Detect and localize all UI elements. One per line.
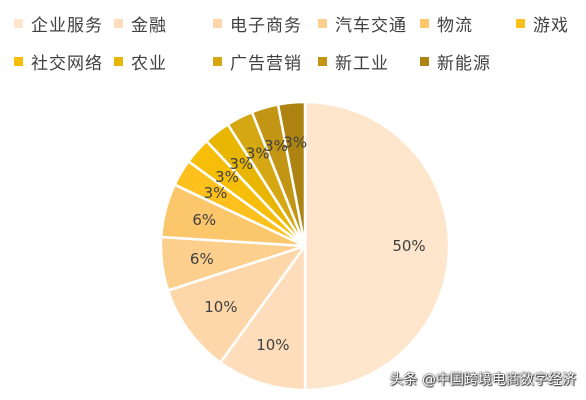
legend-swatch: [114, 56, 123, 66]
legend-swatch: [318, 18, 327, 28]
slice-data-label: 3%: [204, 184, 228, 202]
slice-data-label: 50%: [392, 237, 425, 255]
chart-legend: 企业服务 金融 电子商务 汽车交通 物流 游戏社交网络 农业 广告营销 新工业 新能源: [0, 0, 586, 90]
watermark: 头条 @中国跨境电商数字经济: [389, 372, 576, 388]
legend-label: 新工业: [335, 53, 389, 74]
legend-label: 企业服务: [31, 15, 103, 36]
legend-item: 金融: [114, 10, 167, 36]
legend-swatch: [14, 18, 23, 28]
legend-item: 电子商务: [213, 10, 302, 36]
legend-item: 农业: [114, 48, 167, 74]
pie-slice: [166, 244, 307, 364]
slice-data-label: 10%: [256, 336, 289, 354]
legend-label: 物流: [437, 15, 473, 36]
legend-swatch: [213, 18, 222, 28]
pie-slice: [276, 100, 307, 248]
legend-label: 金融: [131, 15, 167, 36]
legend-swatch: [14, 56, 23, 66]
legend-item: 广告营销: [213, 48, 302, 74]
legend-item: 社交网络: [14, 48, 103, 74]
pie-slice: [303, 100, 451, 392]
legend-swatch: [420, 18, 429, 28]
legend-label: 汽车交通: [335, 15, 407, 36]
legend-swatch: [318, 56, 327, 66]
legend-item: 新能源: [420, 48, 491, 74]
legend-label: 农业: [131, 53, 167, 74]
slice-data-label: 3%: [283, 133, 307, 151]
slice-data-label: 6%: [192, 211, 216, 229]
slice-data-label: 3%: [229, 155, 253, 173]
legend-swatch: [516, 18, 525, 28]
legend-item: 汽车交通: [318, 10, 407, 36]
slice-data-label: 3%: [246, 144, 270, 162]
legend-item: 新工业: [318, 48, 389, 74]
legend-item: 游戏: [516, 10, 569, 36]
legend-swatch: [114, 18, 123, 28]
legend-label: 游戏: [533, 15, 569, 36]
legend-item: 企业服务: [14, 10, 103, 36]
legend-label: 广告营销: [230, 53, 302, 74]
legend-label: 社交网络: [31, 53, 103, 74]
pie-slice: [219, 244, 307, 392]
slice-data-label: 3%: [215, 168, 239, 186]
slice-data-label: 10%: [204, 298, 237, 316]
slice-data-label: 3%: [264, 137, 288, 155]
slice-data-label: 6%: [190, 250, 214, 268]
legend-swatch: [420, 56, 429, 66]
legend-label: 新能源: [437, 53, 491, 74]
legend-label: 电子商务: [230, 15, 302, 36]
legend-swatch: [213, 56, 222, 66]
legend-item: 物流: [420, 10, 473, 36]
